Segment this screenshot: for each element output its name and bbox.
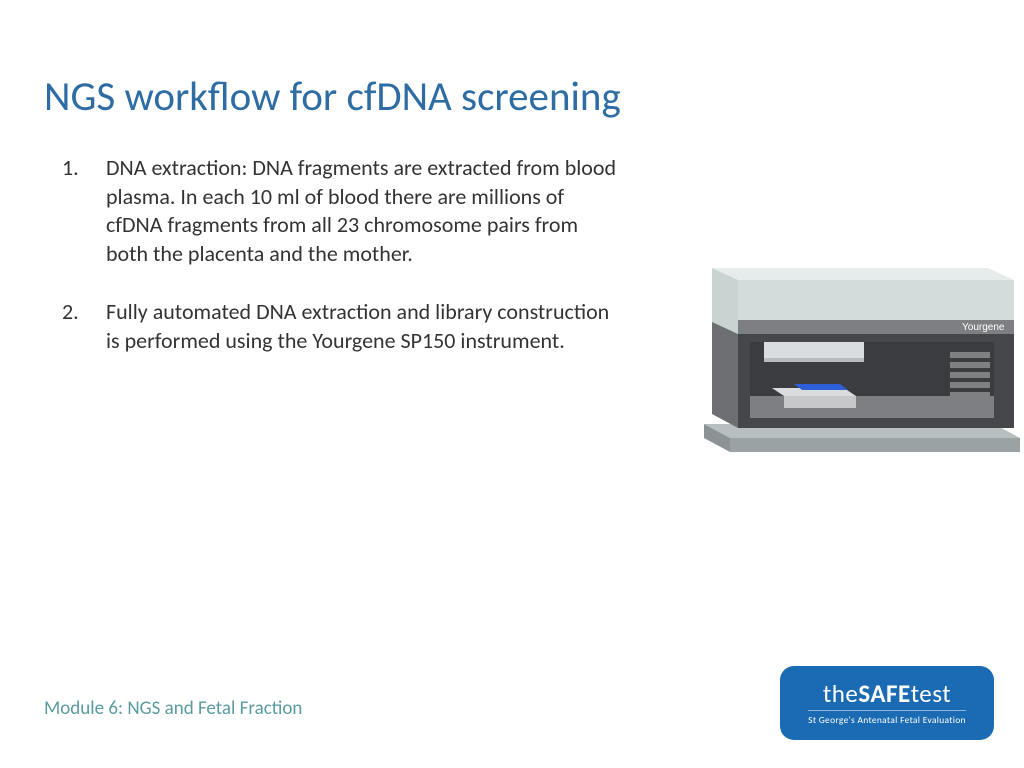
badge-subtitle: St George's Antenatal Fetal Evaluation — [808, 710, 966, 726]
module-label: Module 6: NGS and Fetal Fraction — [44, 697, 302, 720]
instrument-illustration: Yourgene — [694, 228, 1024, 458]
badge-bold: SAFE — [858, 678, 910, 709]
page-title: NGS workflow for cfDNA screening — [44, 72, 621, 122]
list-item: 2. Fully automated DNA extraction and li… — [62, 298, 622, 355]
list-text: DNA extraction: DNA fragments are extrac… — [106, 154, 622, 268]
list-number: 1. — [62, 154, 106, 268]
badge-suffix: test — [911, 678, 951, 709]
list-item: 1. DNA extraction: DNA fragments are ext… — [62, 154, 622, 268]
instrument-icon: Yourgene — [694, 228, 1024, 458]
workflow-list: 1. DNA extraction: DNA fragments are ext… — [62, 154, 622, 386]
instrument-brand-label: Yourgene — [962, 322, 1005, 333]
badge-title: theSAFEtest — [823, 681, 951, 706]
slide: NGS workflow for cfDNA screening 1. DNA … — [0, 0, 1024, 768]
list-text: Fully automated DNA extraction and libra… — [106, 298, 622, 355]
list-number: 2. — [62, 298, 106, 355]
badge-prefix: the — [823, 678, 858, 709]
safe-test-badge: theSAFEtest St George's Antenatal Fetal … — [780, 666, 994, 740]
